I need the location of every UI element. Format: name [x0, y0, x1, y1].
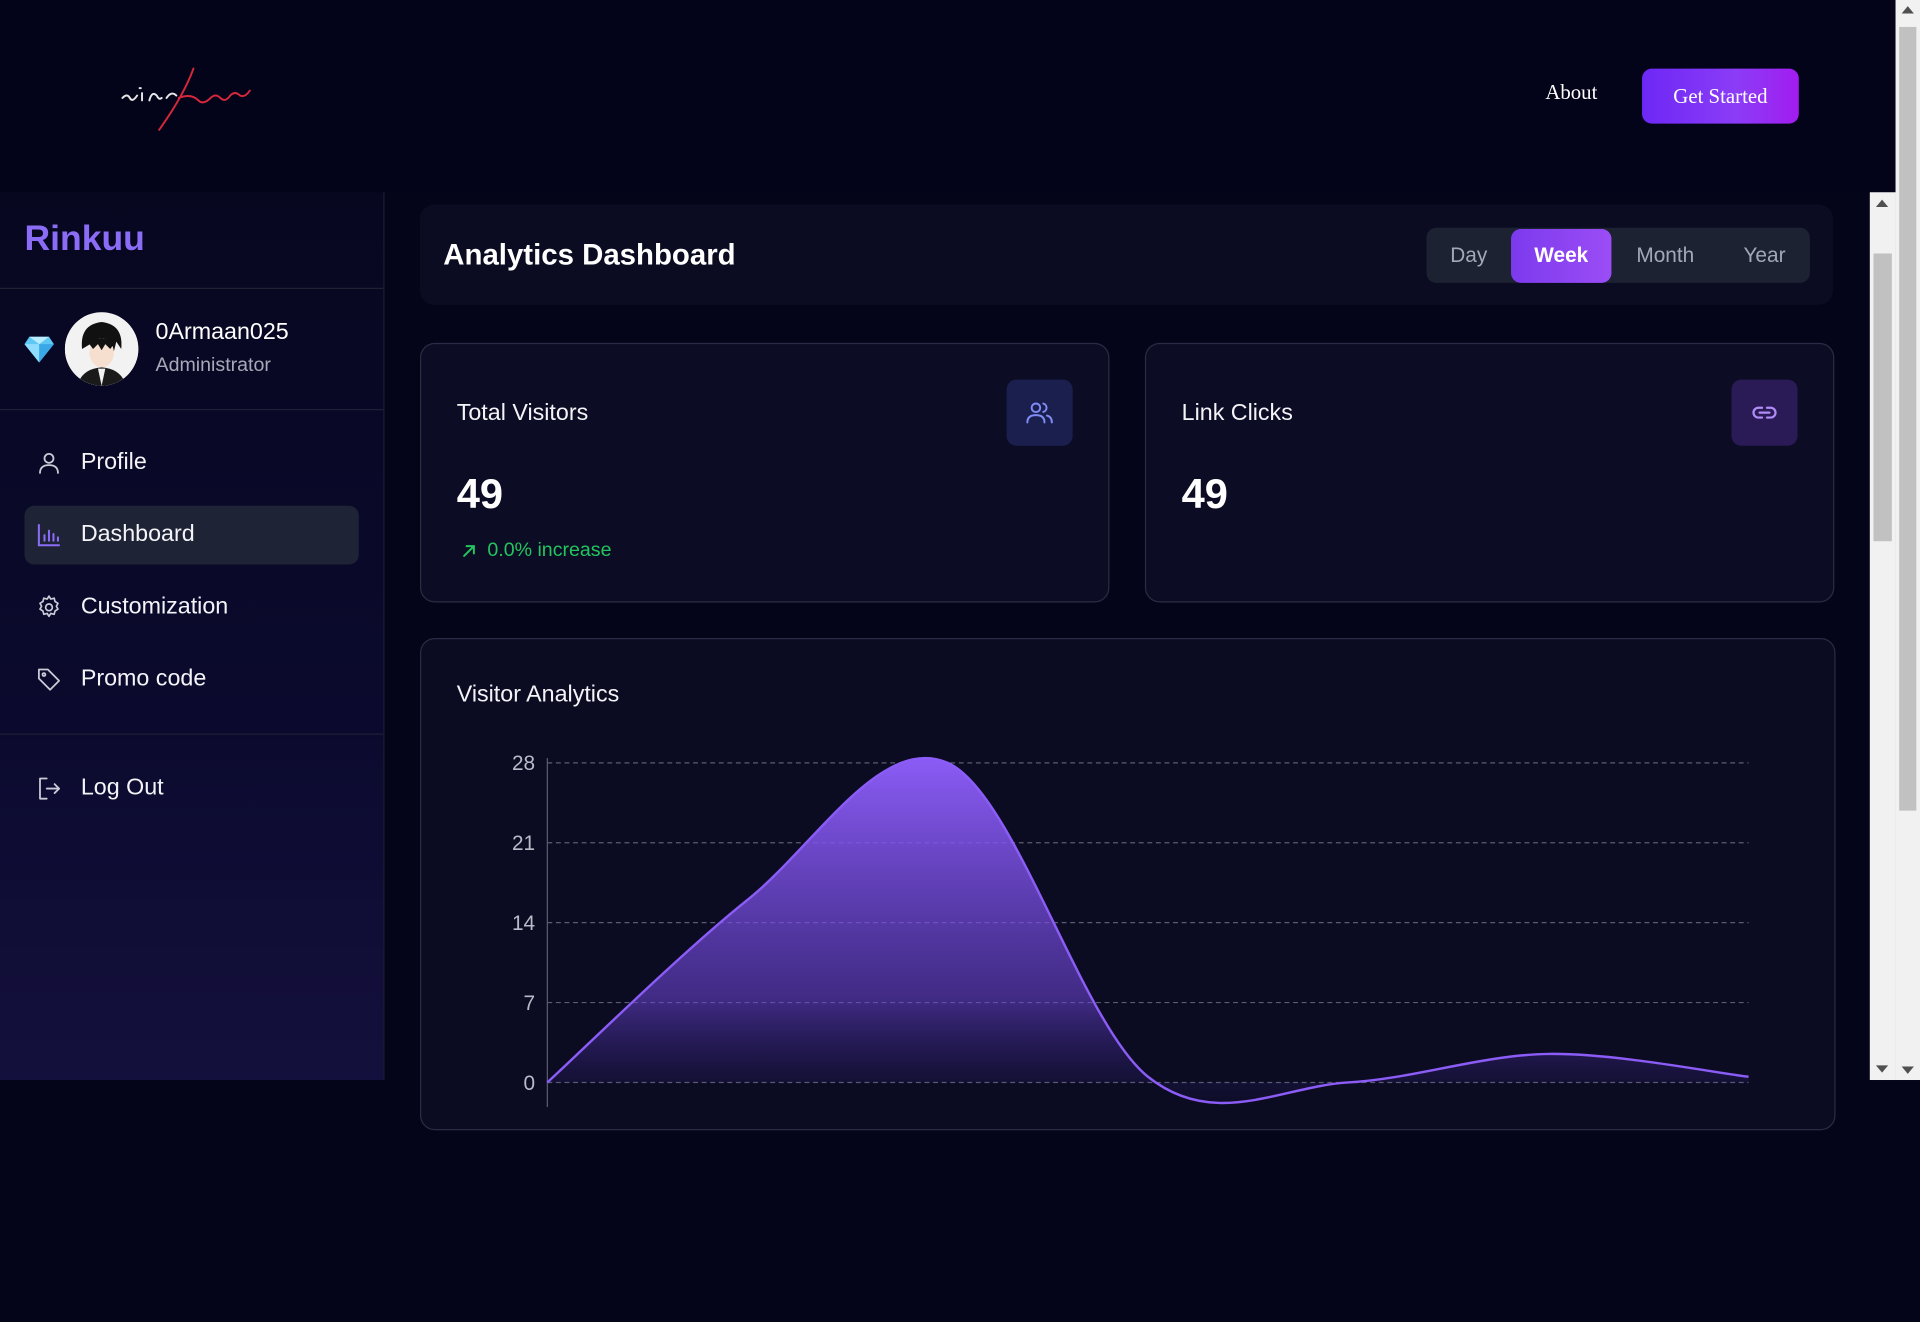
bar-chart-icon — [36, 522, 63, 549]
top-navbar: About Get Started — [0, 0, 1896, 193]
diamond-icon — [24, 336, 54, 363]
scroll-up-arrow[interactable] — [1875, 199, 1889, 207]
y-tick-label: 21 — [512, 832, 535, 855]
link-icon — [1752, 406, 1777, 419]
divider — [0, 287, 384, 289]
dashboard-header: Analytics Dashboard Day Week Month Year — [420, 204, 1834, 305]
range-day-button[interactable]: Day — [1450, 243, 1488, 267]
avatar[interactable] — [64, 312, 139, 386]
link-clicks-card: Link Clicks 49 — [1144, 342, 1835, 603]
stat-value: 49 — [456, 471, 504, 518]
logout-icon — [36, 775, 63, 802]
visitors-icon-box — [1006, 379, 1073, 446]
stat-change-text: 0.0% increase — [487, 540, 612, 561]
range-week-button[interactable]: Week — [1511, 228, 1612, 283]
tag-icon — [36, 666, 63, 693]
rinkuu-signature-logo[interactable] — [118, 61, 260, 137]
user-icon — [36, 449, 63, 476]
range-year-button[interactable]: Year — [1743, 243, 1786, 267]
y-tick-label: 0 — [524, 1072, 536, 1095]
sidebar-item-profile[interactable]: Profile — [24, 433, 358, 492]
stat-title: Total Visitors — [456, 400, 589, 427]
page-scroll-down-arrow[interactable] — [1901, 1066, 1914, 1074]
scroll-thumb[interactable] — [1873, 253, 1892, 542]
page-scroll-up-arrow[interactable] — [1901, 6, 1914, 14]
sidebar-brand[interactable]: Rinkuu — [24, 219, 145, 259]
y-tick-label: 28 — [512, 752, 535, 775]
y-tick-label: 7 — [524, 992, 536, 1015]
clicks-icon-box — [1731, 379, 1798, 446]
visitor-area-fill — [547, 758, 1749, 1103]
nav-about-link[interactable]: About — [1545, 80, 1598, 105]
page-title: Analytics Dashboard — [443, 238, 736, 272]
sidebar-item-label: Dashboard — [80, 521, 195, 548]
stat-value: 49 — [1181, 471, 1228, 518]
sidebar: Rinkuu 0Armaan025 Administrator — [0, 192, 385, 1081]
content-scrollbar[interactable] — [1869, 192, 1896, 1081]
total-visitors-card: Total Visitors 49 0.0% increase — [420, 342, 1110, 603]
user-role: Administrator — [155, 355, 271, 376]
scroll-down-arrow[interactable] — [1875, 1065, 1889, 1073]
page-scroll-thumb[interactable] — [1899, 26, 1917, 811]
stat-title: Link Clicks — [1181, 400, 1293, 427]
sidebar-item-label: Promo code — [80, 666, 207, 692]
page-scrollbar[interactable] — [1895, 0, 1920, 1081]
y-tick-label: 14 — [512, 912, 535, 935]
logout-label: Log Out — [80, 775, 164, 801]
sidebar-item-promo-code[interactable]: Promo code — [24, 650, 358, 709]
arrow-up-right-icon — [463, 545, 475, 557]
sidebar-item-dashboard[interactable]: Dashboard — [24, 505, 359, 565]
gear-icon — [36, 594, 63, 621]
range-month-button[interactable]: Month — [1636, 243, 1695, 267]
divider — [0, 733, 384, 735]
stat-change: 0.0% increase — [460, 540, 612, 562]
get-started-button[interactable]: Get Started — [1642, 68, 1799, 124]
user-name: 0Armaan025 — [155, 319, 289, 346]
sidebar-item-label: Profile — [80, 449, 147, 476]
sidebar-item-customization[interactable]: Customization — [24, 578, 358, 637]
avatar-image — [64, 312, 139, 386]
sidebar-item-label: Customization — [80, 593, 229, 620]
users-icon — [1026, 402, 1053, 424]
time-range-selector: Day Week Month Year — [1426, 227, 1810, 283]
visitor-area-chart: 28 21 14 7 0 — [512, 752, 1749, 1107]
visitor-analytics-card: Visitor Analytics 28 21 14 7 0 — [420, 637, 1836, 1131]
chart-title: Visitor Analytics — [456, 682, 620, 708]
main-content: Analytics Dashboard Day Week Month Year … — [384, 192, 1870, 1131]
logout-button[interactable]: Log Out — [24, 759, 358, 818]
divider — [0, 408, 384, 411]
visitor-series-line — [546, 756, 1749, 1105]
